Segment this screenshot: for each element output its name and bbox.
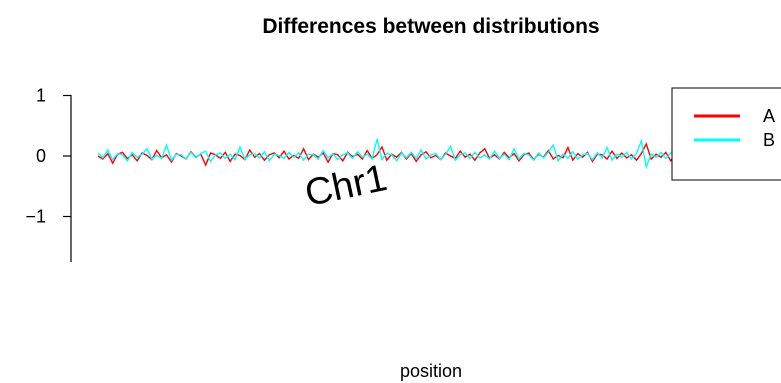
- y-axis: 1 0 −1: [25, 86, 72, 262]
- legend-box: [671, 87, 781, 181]
- chromosome-label: Chr1: [301, 157, 390, 215]
- legend: AB: [671, 87, 781, 181]
- legend-label-b: B: [763, 130, 775, 150]
- y-tick-label: 0: [36, 146, 46, 166]
- legend-label-a: A: [763, 106, 775, 126]
- x-axis-label: position: [400, 361, 462, 381]
- y-tick-label: −1: [25, 207, 46, 227]
- series-line-b: [97, 138, 706, 170]
- series-layer: [97, 138, 706, 170]
- y-tick-label: 1: [36, 86, 46, 106]
- chart-title: Differences between distributions: [262, 15, 599, 38]
